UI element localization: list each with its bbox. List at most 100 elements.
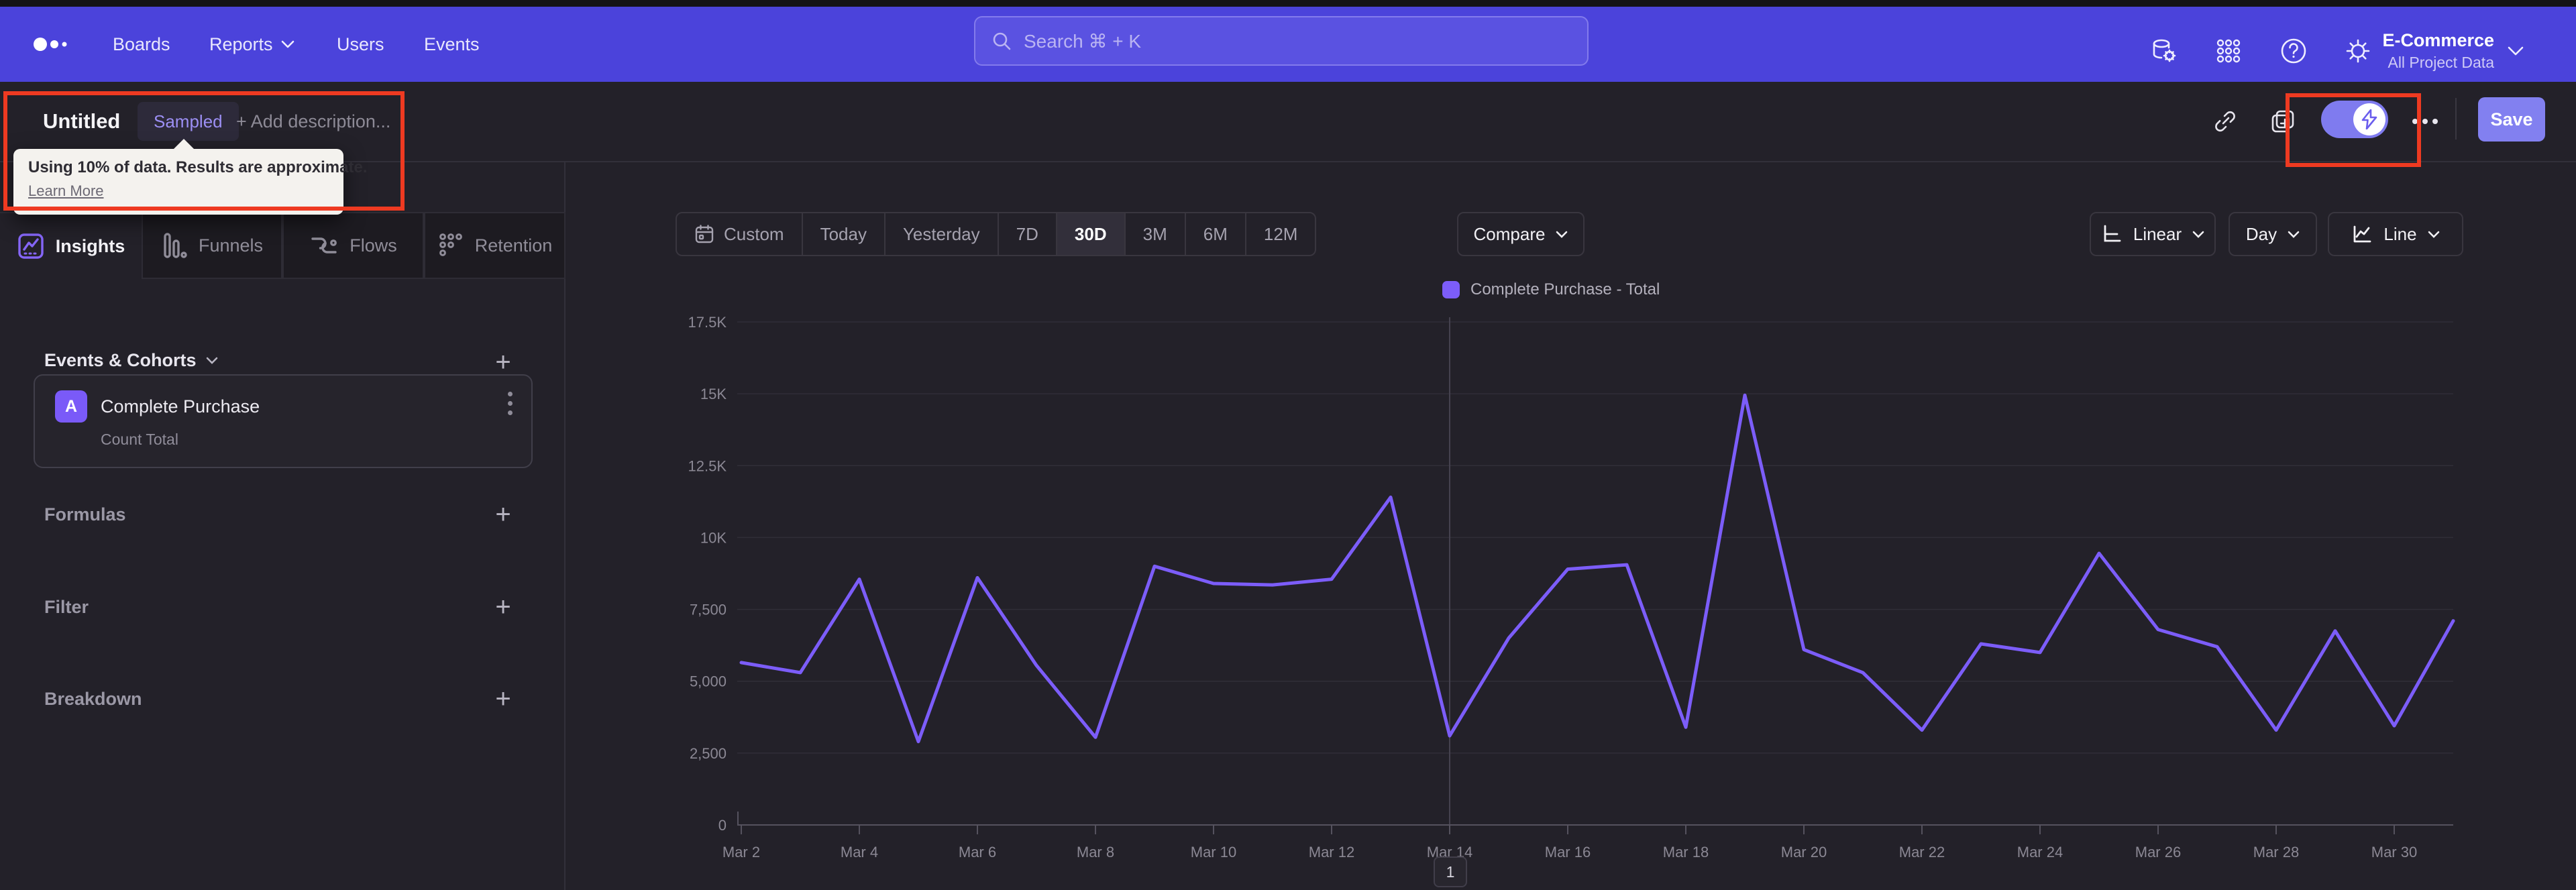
tab-label: Retention <box>474 235 553 256</box>
tooltip-message: Using 10% of data. Results are approxima… <box>28 158 368 176</box>
event-series-badge: A <box>55 390 87 423</box>
chart-legend[interactable]: Complete Purchase - Total <box>1442 280 1660 299</box>
sampled-badge[interactable]: Sampled <box>138 102 239 141</box>
add-formula-button[interactable]: + <box>495 499 511 529</box>
chart-type-dropdown[interactable]: Line <box>2328 212 2463 256</box>
x-axis-label: Mar 8 <box>1077 844 1114 860</box>
tab-insights[interactable]: Insights <box>0 212 142 279</box>
chevron-down-icon <box>2288 231 2300 238</box>
y-axis-label: 10K <box>700 529 727 546</box>
chevron-down-icon <box>2428 231 2439 238</box>
x-axis-label: Mar 22 <box>1899 844 1945 860</box>
tab-funnels[interactable]: Funnels <box>142 212 282 279</box>
window-top-strip <box>0 0 2576 7</box>
add-breakdown-button[interactable]: + <box>495 683 511 714</box>
nav-label: Users <box>337 34 384 54</box>
lightning-bolt-icon <box>2361 109 2377 129</box>
range-button[interactable]: Today <box>803 213 885 255</box>
y-axis-label: 5,000 <box>690 673 727 690</box>
range-button[interactable]: 30D <box>1057 213 1126 255</box>
retention-icon <box>439 233 462 256</box>
data-management-icon[interactable] <box>2150 13 2177 89</box>
add-event-button[interactable]: + <box>495 347 511 377</box>
chevron-down-icon <box>2192 231 2204 238</box>
apps-grid-icon[interactable] <box>2215 13 2242 89</box>
report-title[interactable]: Untitled <box>43 109 121 133</box>
x-axis-label: Mar 6 <box>959 844 996 860</box>
nav-item-reports[interactable]: Reports <box>209 7 294 82</box>
event-card[interactable]: A Complete Purchase Count Total <box>34 374 533 468</box>
sampling-toggle[interactable] <box>2321 101 2388 138</box>
chevron-down-icon <box>1556 231 1568 238</box>
nav-item-events[interactable]: Events <box>424 7 480 82</box>
x-axis-label: Mar 18 <box>1663 844 1709 860</box>
search-placeholder: Search ⌘ + K <box>1024 30 1142 52</box>
date-range-control: Custom Today Yesterday 7D 30D 3M 6M 12M <box>676 212 1317 256</box>
top-nav: Boards Reports Users Events Search ⌘ + K <box>0 7 2576 82</box>
series-line <box>739 393 2455 744</box>
y-axis-label: 0 <box>718 817 727 834</box>
breakdown-header: Breakdown <box>44 689 142 709</box>
project-selector[interactable]: E-Commerce All Project Data <box>2382 13 2524 89</box>
x-axis-label: Mar 30 <box>2371 844 2417 860</box>
range-button[interactable]: 6M <box>1186 213 1246 255</box>
settings-gear-icon[interactable] <box>2344 13 2372 89</box>
calendar-icon <box>695 225 714 243</box>
x-axis-label: Mar 2 <box>722 844 760 860</box>
range-button[interactable]: Yesterday <box>885 213 999 255</box>
add-description-button[interactable]: + Add description... <box>236 111 391 131</box>
nav-label: Boards <box>113 34 170 54</box>
flows-icon <box>311 237 337 254</box>
tab-label: Flows <box>350 235 397 256</box>
add-filter-button[interactable]: + <box>495 592 511 622</box>
linear-scale-icon <box>2104 225 2121 242</box>
tab-label: Funnels <box>198 235 264 256</box>
range-button[interactable]: 7D <box>999 213 1057 255</box>
nav-label: Events <box>424 34 480 54</box>
project-name: E-Commerce <box>2382 30 2494 50</box>
event-options-icon[interactable] <box>508 392 513 415</box>
share-link-icon[interactable] <box>2211 82 2239 161</box>
legend-label: Complete Purchase - Total <box>1470 280 1660 298</box>
range-button[interactable]: 12M <box>1263 223 1298 244</box>
duplicate-icon[interactable] <box>2269 82 2297 161</box>
scale-dropdown[interactable]: Linear <box>2090 212 2216 256</box>
search-input[interactable]: Search ⌘ + K <box>974 16 1589 66</box>
y-axis-label: 17.5K <box>688 314 727 331</box>
range-button[interactable]: Custom <box>677 213 803 255</box>
nav-item-users[interactable]: Users <box>337 7 384 82</box>
funnels-icon <box>164 233 187 258</box>
tab-retention[interactable]: Retention <box>424 212 566 279</box>
project-scope: All Project Data <box>2387 54 2494 71</box>
events-cohorts-header[interactable]: Events & Cohorts <box>44 350 218 371</box>
compare-dropdown[interactable]: Compare <box>1457 212 1585 256</box>
search-icon <box>993 32 1011 50</box>
filter-header: Filter <box>44 597 89 617</box>
x-axis-label: Mar 24 <box>2017 844 2063 860</box>
nav-item-boards[interactable]: Boards <box>113 7 170 82</box>
report-title-bar <box>0 82 2576 162</box>
query-sidebar <box>0 161 566 890</box>
event-metric[interactable]: Count Total <box>101 431 178 448</box>
chevron-down-icon <box>206 357 217 364</box>
more-options-icon[interactable] <box>2412 82 2438 161</box>
x-axis-label: Mar 16 <box>1545 844 1591 860</box>
sampling-tooltip: Using 10% of data. Results are approxima… <box>13 139 368 215</box>
x-axis-label: Mar 28 <box>2253 844 2299 860</box>
toggle-knob <box>2353 103 2385 135</box>
y-axis-label: 2,500 <box>690 745 727 762</box>
tab-flows[interactable]: Flows <box>282 212 424 279</box>
interval-dropdown[interactable]: Day <box>2229 212 2317 256</box>
y-axis-label: 7,500 <box>690 602 727 618</box>
pagination-page-1[interactable]: 1 <box>1434 856 1467 887</box>
save-button[interactable]: Save <box>2478 97 2545 142</box>
x-axis-label: Mar 4 <box>841 844 878 860</box>
insights-icon <box>18 233 44 259</box>
nav-label: Reports <box>209 34 273 54</box>
x-axis-label: Mar 12 <box>1309 844 1354 860</box>
help-icon[interactable] <box>2279 13 2308 89</box>
range-button[interactable]: 3M <box>1126 213 1186 255</box>
mixpanel-logo-icon[interactable] <box>32 7 76 82</box>
learn-more-link[interactable]: Learn More <box>28 182 104 199</box>
event-name: Complete Purchase <box>101 396 260 416</box>
